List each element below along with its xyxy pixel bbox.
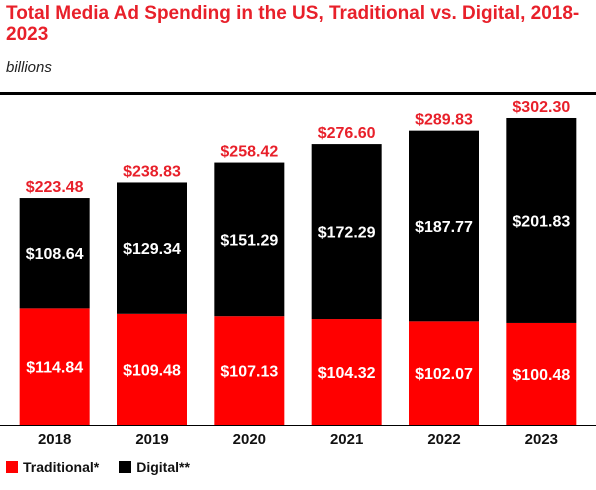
bar-label-digital-2021: $172.29 [318, 225, 376, 242]
bar-traditional-2019 [117, 313, 187, 425]
bar-traditional-2023 [506, 322, 577, 425]
stacked-bar-chart: $114.84 $108.64 $223.48 2018 $109.48 $129.34 $… [0, 99, 596, 448]
bar-label-traditional-2019: $109.48 [123, 362, 181, 379]
bar-digital-2020 [214, 162, 285, 317]
bar-label-digital-2022: $187.77 [415, 219, 473, 236]
bar-label-traditional-2018: $114.84 [26, 360, 83, 377]
total-label-2022: $289.83 [415, 112, 473, 129]
chart-title: Total Media Ad Spending in the US, Tradi… [6, 3, 580, 45]
chart-legend: Traditional* Digital** [6, 459, 210, 475]
total-label-2021: $276.60 [318, 125, 376, 142]
bar-traditional-2022 [409, 321, 479, 425]
legend-item-traditional: Traditional* [6, 459, 99, 475]
bar-traditional-2020 [214, 316, 285, 425]
bar-label-traditional-2021: $104.32 [318, 365, 376, 382]
title-divider [0, 92, 596, 95]
bar-traditional-2018 [19, 308, 90, 425]
bar-label-digital-2018: $108.64 [26, 246, 84, 263]
bar-digital-2018 [19, 198, 90, 309]
total-label-2023: $302.30 [512, 99, 570, 116]
bar-label-digital-2019: $129.34 [123, 241, 181, 258]
total-label-2019: $238.83 [123, 163, 181, 180]
legend-item-digital: Digital** [119, 459, 190, 475]
bar-digital-2022 [409, 130, 479, 322]
x-tick-label-2023: 2023 [525, 431, 558, 448]
bar-digital-2021 [311, 144, 382, 320]
bar-digital-2019 [117, 182, 187, 314]
x-tick-label-2019: 2019 [135, 431, 168, 448]
bar-label-digital-2020: $151.29 [220, 232, 278, 249]
bar-label-traditional-2020: $107.13 [220, 364, 278, 381]
legend-label-digital: Digital** [136, 459, 190, 475]
bar-traditional-2021 [311, 319, 382, 425]
total-label-2020: $258.42 [220, 144, 278, 161]
bar-label-traditional-2023: $100.48 [512, 367, 570, 384]
legend-swatch-digital [119, 461, 132, 473]
x-tick-label-2022: 2022 [427, 431, 460, 448]
x-tick-label-2021: 2021 [330, 431, 363, 448]
legend-label-traditional: Traditional* [23, 459, 100, 475]
total-label-2018: $223.48 [26, 179, 84, 196]
x-tick-label-2018: 2018 [38, 431, 71, 448]
bar-label-digital-2023: $201.83 [512, 213, 570, 230]
chart-subtitle: billions [6, 59, 52, 76]
bar-label-traditional-2022: $102.07 [415, 366, 473, 383]
legend-swatch-traditional [6, 461, 18, 473]
x-tick-label-2020: 2020 [233, 431, 266, 448]
bar-digital-2023 [506, 117, 577, 323]
